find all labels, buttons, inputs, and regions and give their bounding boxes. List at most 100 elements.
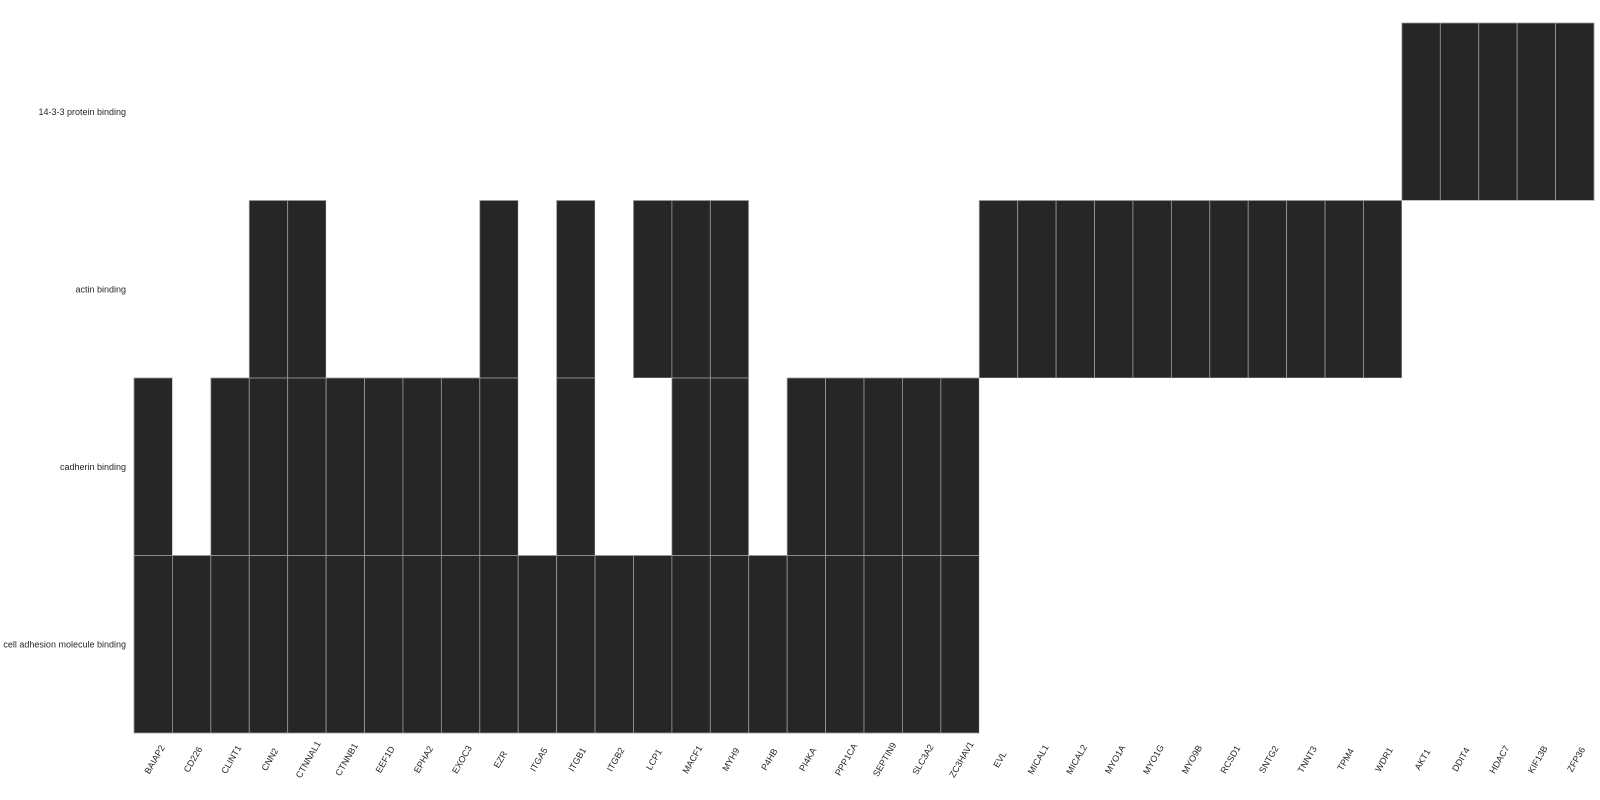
heatmap-cell [1401, 555, 1441, 733]
heatmap-cell [1132, 555, 1172, 733]
heatmap-cell [287, 555, 327, 734]
heatmap-cell [671, 200, 711, 379]
heatmap-cell [517, 555, 558, 734]
heatmap-cell [1171, 23, 1210, 201]
heatmap-cells [133, 22, 1595, 734]
column-label: AKT1 [1413, 747, 1433, 771]
column-label: SNTG2 [1257, 744, 1281, 775]
heatmap-cell [979, 378, 1018, 556]
heatmap-cell [1478, 555, 1518, 733]
heatmap-cell [671, 23, 711, 201]
heatmap-cell [364, 555, 404, 734]
heatmap-cell [748, 555, 788, 734]
heatmap-cell [556, 377, 596, 556]
heatmap-cell [1401, 22, 1441, 201]
heatmap-cell [440, 377, 481, 556]
heatmap-cell [287, 200, 327, 379]
heatmap-cell [709, 200, 750, 379]
column-label: EXOC3 [450, 744, 474, 775]
heatmap-cell [1286, 23, 1326, 201]
heatmap-cell [364, 377, 404, 556]
heatmap-cell [1056, 23, 1095, 201]
heatmap-cell [1132, 23, 1172, 201]
heatmap-cell [441, 200, 480, 378]
heatmap-cell [1439, 22, 1480, 201]
heatmap-cell [1517, 378, 1556, 556]
heatmap-cell [595, 200, 634, 378]
heatmap-cell [364, 200, 403, 378]
heatmap-cell [210, 377, 250, 556]
heatmap-cell [1555, 378, 1594, 556]
heatmap-cell [326, 23, 365, 201]
heatmap-cell [595, 378, 634, 556]
heatmap-cell [1209, 555, 1249, 733]
row-label: cadherin binding [60, 462, 126, 472]
column-label: WDR1 [1373, 746, 1395, 774]
heatmap-cell [1440, 555, 1479, 733]
heatmap-cell [1363, 378, 1402, 556]
heatmap-cell [1517, 555, 1556, 733]
heatmap-cell [479, 555, 519, 734]
heatmap-cell [825, 200, 864, 378]
heatmap-cell [1132, 378, 1172, 556]
heatmap-cell [1248, 555, 1287, 733]
column-label: PI4KA [797, 746, 818, 773]
heatmap-cell [402, 23, 442, 201]
heatmap-cell [441, 23, 480, 201]
column-labels: BAIAP2 CD226 CLINT1 CNN2 CTNNAL1 CTNNB1 EEF1D E… [142, 739, 1587, 780]
heatmap-cell [325, 555, 365, 734]
heatmap-cell [1325, 378, 1364, 556]
heatmap-cell [1478, 22, 1518, 201]
heatmap-cell [864, 23, 903, 201]
heatmap-cell [210, 23, 250, 201]
heatmap-cell [1286, 378, 1326, 556]
heatmap-cell [709, 555, 750, 734]
column-label: ZFP36 [1565, 745, 1587, 773]
heatmap-cell [479, 200, 519, 379]
heatmap-cell [172, 555, 212, 734]
heatmap-cell [440, 555, 481, 734]
column-label: MYO9B [1180, 743, 1204, 775]
heatmap-cell [1055, 200, 1095, 379]
row-label: actin binding [75, 284, 126, 294]
heatmap-cell [902, 377, 942, 556]
heatmap-cell [1325, 23, 1364, 201]
heatmap-cell [518, 378, 557, 556]
heatmap-cell [748, 23, 788, 201]
heatmap-cell [1017, 23, 1057, 201]
heatmap-cell [287, 377, 327, 556]
heatmap-cell [863, 377, 903, 556]
heatmap-cell [671, 555, 711, 734]
heatmap-cell [825, 377, 865, 556]
heatmap-cell [479, 377, 519, 556]
column-label: TNNT3 [1296, 744, 1319, 774]
heatmap-cell [134, 200, 173, 378]
heatmap-cell [633, 23, 672, 201]
heatmap-cell [248, 555, 289, 734]
heatmap-cell [979, 555, 1018, 733]
heatmap-cell [1363, 23, 1402, 201]
column-label: EZR [492, 749, 510, 770]
heatmap-cell [1209, 23, 1249, 201]
column-label: CNN2 [259, 746, 280, 772]
column-label: KIF13B [1526, 744, 1550, 775]
heatmap-cell [364, 23, 403, 201]
column-label: TPM4 [1335, 747, 1356, 773]
heatmap-cell [287, 23, 327, 201]
heatmap-cell [1247, 200, 1288, 379]
heatmap-cell [940, 23, 980, 201]
heatmap-cell [1286, 200, 1326, 379]
column-label: ITGA5 [528, 746, 550, 774]
column-label: LCP1 [644, 747, 664, 771]
row-label: cell adhesion molecule binding [3, 639, 126, 649]
heatmap-cell [710, 23, 749, 201]
column-label: SEPTIN9 [871, 741, 898, 778]
heatmap-cell [902, 23, 941, 201]
heatmap-cell [1209, 200, 1249, 379]
heatmap-cell [748, 200, 788, 378]
column-label: BAIAP2 [142, 743, 166, 775]
heatmap-cell [1516, 22, 1556, 201]
heatmap-cell [1440, 200, 1479, 378]
heatmap-cell [786, 555, 826, 734]
